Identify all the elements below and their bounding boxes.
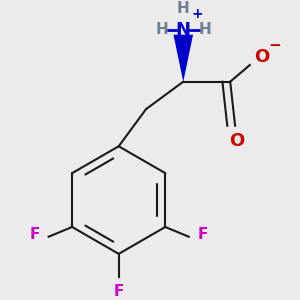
Text: N: N [176,21,191,39]
Text: F: F [197,227,208,242]
Text: H: H [155,22,168,38]
Text: H: H [177,1,190,16]
Text: −: − [269,38,282,53]
Text: O: O [254,48,269,66]
Text: O: O [230,132,245,150]
Text: F: F [113,284,124,298]
Text: F: F [30,227,40,242]
Polygon shape [173,35,193,82]
Text: H: H [198,22,211,38]
Text: +: + [191,7,203,21]
